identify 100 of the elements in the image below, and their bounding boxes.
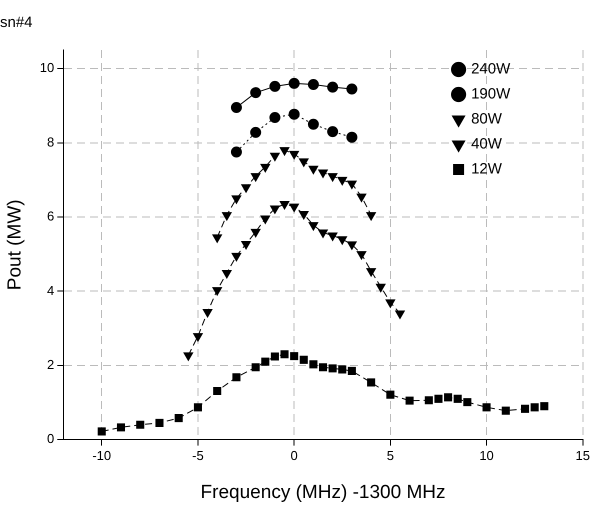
point [270, 352, 279, 361]
y-tick-label: 8 [47, 134, 54, 150]
point [502, 406, 510, 415]
point [269, 112, 280, 124]
point [232, 195, 242, 204]
point [348, 366, 356, 375]
point [366, 212, 376, 221]
point [174, 414, 183, 422]
point [308, 222, 318, 231]
point [454, 394, 462, 403]
point [530, 403, 539, 412]
point [116, 423, 126, 432]
y-tick-label: 4 [47, 282, 54, 298]
point [250, 228, 260, 238]
point [250, 173, 260, 182]
point [280, 350, 289, 358]
point [328, 232, 338, 242]
point [386, 299, 396, 308]
point [212, 287, 222, 296]
point [222, 270, 232, 278]
y-tick-label: 10 [40, 60, 54, 76]
legend-label: 40W [471, 136, 503, 153]
legend-label: 80W [471, 110, 503, 128]
point [356, 194, 366, 202]
point [230, 102, 242, 114]
point [346, 83, 358, 94]
point [230, 146, 242, 158]
y-axis-title: Pout (MW) [4, 199, 26, 290]
point [260, 215, 270, 224]
point [288, 108, 300, 120]
point [288, 78, 300, 89]
point [308, 79, 319, 90]
x-tick-label: -10 [92, 448, 112, 463]
point [194, 403, 202, 412]
point [347, 180, 357, 190]
point [289, 150, 299, 160]
point [318, 363, 328, 372]
point [300, 356, 308, 364]
y-tick-label: 0 [47, 431, 54, 446]
point [136, 420, 144, 429]
point [183, 352, 194, 361]
point [269, 80, 280, 92]
x-axis-title: Frequency (MHz) -1300 MHz [200, 482, 446, 503]
point [232, 252, 242, 262]
point [241, 184, 251, 193]
y-tick-label: 6 [47, 208, 54, 224]
chart-title: sn#4 [0, 14, 33, 32]
point [290, 352, 298, 360]
point [434, 394, 442, 403]
point [463, 398, 472, 406]
point [366, 268, 376, 277]
point [241, 241, 251, 250]
point [328, 364, 337, 372]
point [309, 360, 318, 368]
point [327, 126, 338, 138]
point [222, 212, 232, 221]
point [98, 427, 106, 436]
x-tick-label: 10 [479, 448, 494, 463]
point [347, 241, 357, 250]
point [250, 87, 262, 98]
point [298, 211, 309, 220]
point [260, 164, 270, 172]
point [406, 396, 414, 405]
point [395, 310, 405, 319]
legend-label: 190W [471, 86, 512, 103]
point [444, 393, 452, 402]
point [337, 236, 348, 245]
point [328, 173, 338, 182]
legend-label: 240W [471, 60, 512, 78]
x-tick-label: -5 [192, 448, 204, 463]
point [155, 418, 164, 427]
point [289, 204, 299, 212]
point [252, 363, 260, 372]
point [356, 251, 366, 260]
x-tick-label: 0 [290, 448, 298, 463]
y-tick-label: 2 [47, 356, 54, 372]
point [338, 365, 346, 374]
point [212, 234, 222, 243]
point [280, 200, 290, 210]
point [280, 147, 290, 156]
point [386, 390, 394, 399]
point [202, 308, 212, 318]
x-tick-label: 5 [386, 448, 394, 463]
point [213, 386, 222, 396]
legend-label: 12W [471, 160, 503, 178]
point [270, 205, 280, 214]
point [308, 118, 319, 130]
point [337, 176, 348, 186]
point [367, 378, 376, 386]
point [482, 403, 491, 412]
point [250, 126, 262, 138]
point [193, 333, 203, 342]
point [261, 358, 270, 366]
point [424, 396, 433, 404]
point [540, 402, 548, 410]
point [318, 230, 328, 238]
point [308, 166, 318, 174]
point [298, 158, 309, 167]
x-tick-label: 15 [576, 448, 590, 463]
point [327, 82, 338, 93]
